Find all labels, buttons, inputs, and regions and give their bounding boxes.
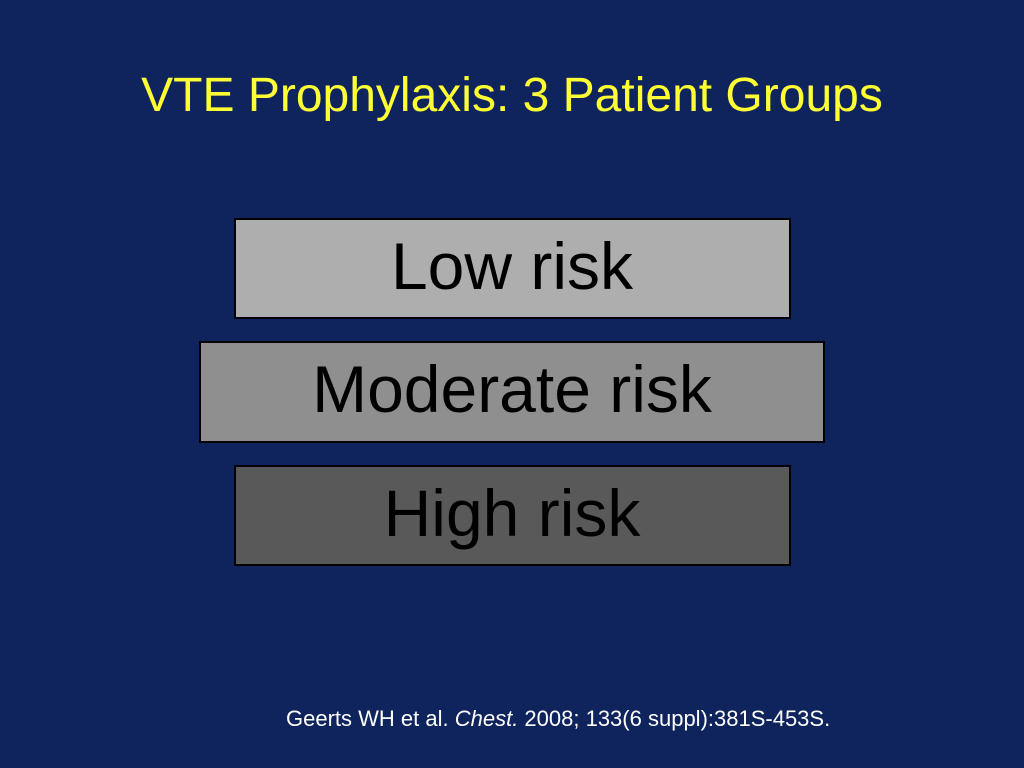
- risk-box-moderate: Moderate risk: [199, 341, 825, 442]
- risk-box-group: Low risk Moderate risk High risk: [199, 218, 825, 566]
- citation-prefix: Geerts WH et al.: [286, 706, 455, 731]
- citation: Geerts WH et al. Chest. 2008; 133(6 supp…: [286, 706, 830, 732]
- citation-suffix: 2008; 133(6 suppl):381S-453S.: [518, 706, 830, 731]
- risk-box-low: Low risk: [234, 218, 791, 319]
- slide-title: VTE Prophylaxis: 3 Patient Groups: [0, 68, 1024, 123]
- risk-box-high: High risk: [234, 465, 791, 566]
- citation-journal: Chest.: [455, 706, 519, 731]
